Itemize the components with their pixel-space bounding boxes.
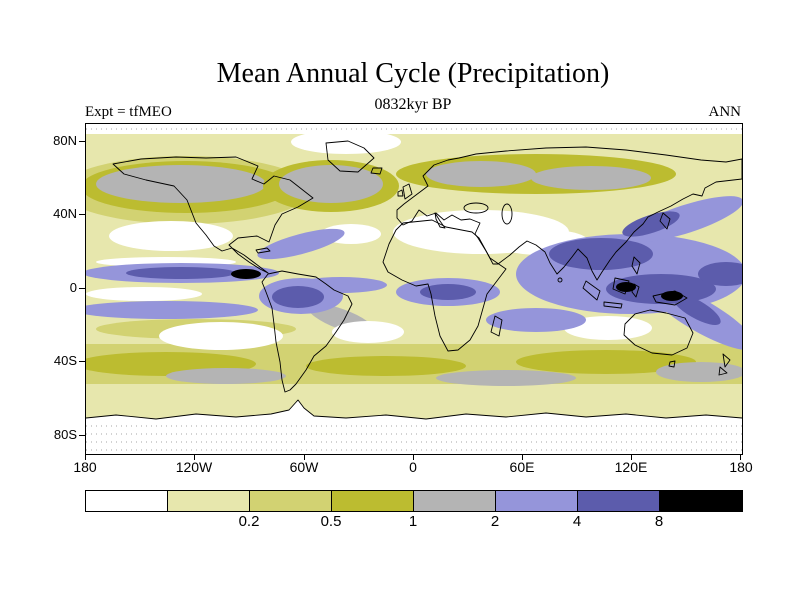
colorbar-label: 4 bbox=[572, 513, 582, 530]
world-map-plot bbox=[61, 124, 756, 454]
lon-tick-mark bbox=[522, 454, 523, 460]
colorbar-segment bbox=[578, 491, 660, 511]
colorbar-segment bbox=[660, 491, 742, 511]
coastlines bbox=[85, 140, 743, 420]
colorbar-label: 0.5 bbox=[320, 513, 342, 530]
lat-tick-mark bbox=[79, 435, 85, 436]
lat-tick-label: 40S bbox=[53, 353, 77, 368]
lon-tick-label: 120E bbox=[614, 459, 648, 475]
precip-fill-layer bbox=[61, 124, 756, 454]
colorbar-label: 1 bbox=[408, 513, 418, 530]
colorbar-label: 8 bbox=[654, 513, 664, 530]
lat-tick-mark bbox=[79, 141, 85, 142]
lon-tick-mark bbox=[631, 454, 632, 460]
colorbar-segment bbox=[414, 491, 496, 511]
lat-tick-mark bbox=[79, 288, 85, 289]
colorbar-label: 0.2 bbox=[238, 513, 260, 530]
lon-tick-label: 60E bbox=[509, 459, 535, 475]
lon-tick-mark bbox=[194, 454, 195, 460]
lon-tick-label: 0 bbox=[409, 459, 417, 475]
experiment-label: Expt = tfMEO bbox=[85, 104, 172, 120]
lat-tick-mark bbox=[79, 214, 85, 215]
time-label: 0832kyr BP bbox=[374, 96, 452, 113]
lon-tick-mark bbox=[85, 454, 86, 460]
lat-tick-mark bbox=[79, 361, 85, 362]
lon-tick-mark bbox=[413, 454, 414, 460]
season-label: ANN bbox=[708, 104, 742, 120]
colorbar-segment bbox=[86, 491, 168, 511]
lon-tick-label: 120W bbox=[175, 459, 213, 475]
colorbar-segment bbox=[332, 491, 414, 511]
lon-tick-label: 60W bbox=[289, 459, 319, 475]
lon-tick-mark bbox=[304, 454, 305, 460]
page-title: Mean Annual Cycle (Precipitation) bbox=[216, 58, 610, 89]
lon-tick-mark bbox=[740, 454, 741, 460]
lon-tick-label: 180 bbox=[73, 459, 97, 475]
colorbar-segment bbox=[496, 491, 578, 511]
lon-tick-label: 180 bbox=[729, 459, 753, 475]
colorbar-segment bbox=[168, 491, 250, 511]
colorbar bbox=[85, 490, 743, 512]
map-frame bbox=[61, 123, 756, 455]
colorbar-segment bbox=[250, 491, 332, 511]
colorbar-label: 2 bbox=[490, 513, 500, 530]
lat-tick-label: 80N bbox=[53, 133, 77, 148]
lat-tick-label: 40N bbox=[53, 206, 77, 221]
lat-tick-label: 0 bbox=[69, 280, 77, 295]
lat-tick-label: 80S bbox=[53, 427, 77, 442]
